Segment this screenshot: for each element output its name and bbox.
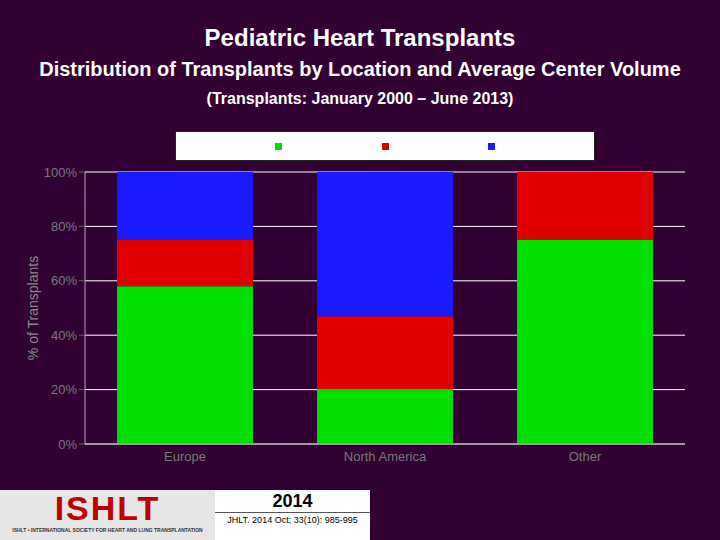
html-text:(Transplants: January 2000 – J: (Transplants: January 2000 – June 2013) [206, 90, 514, 107]
html-text:Distribution of Transplants by: Distribution of Transplants by Location … [39, 58, 681, 80]
svg-text:40%: 40% [51, 328, 77, 343]
html-text:JHLT. 2014 Oct; 33(10): 985-99: JHLT. 2014 Oct; 33(10): 985-995 [227, 515, 358, 525]
svg-text:Other: Other [569, 449, 602, 464]
html-text:ISHLT: ISHLT [54, 489, 161, 527]
html-text:Pediatric Heart Transplants: Pediatric Heart Transplants [204, 24, 516, 51]
svg-text:20%: 20% [51, 382, 77, 397]
html-text:2014: 2014 [272, 491, 313, 511]
svg-text:% of Transplants: % of Transplants [25, 256, 41, 360]
svg-text:North America: North America [344, 449, 427, 464]
html-text:ISHLT • INTERNATIONAL SOCIETY: ISHLT • INTERNATIONAL SOCIETY FOR HEART … [12, 527, 203, 533]
svg-text:100%: 100% [44, 165, 78, 180]
svg-text:80%: 80% [51, 219, 77, 234]
svg-text:Europe: Europe [164, 449, 206, 464]
svg-text:60%: 60% [51, 273, 77, 288]
svg-text:0%: 0% [58, 437, 77, 452]
